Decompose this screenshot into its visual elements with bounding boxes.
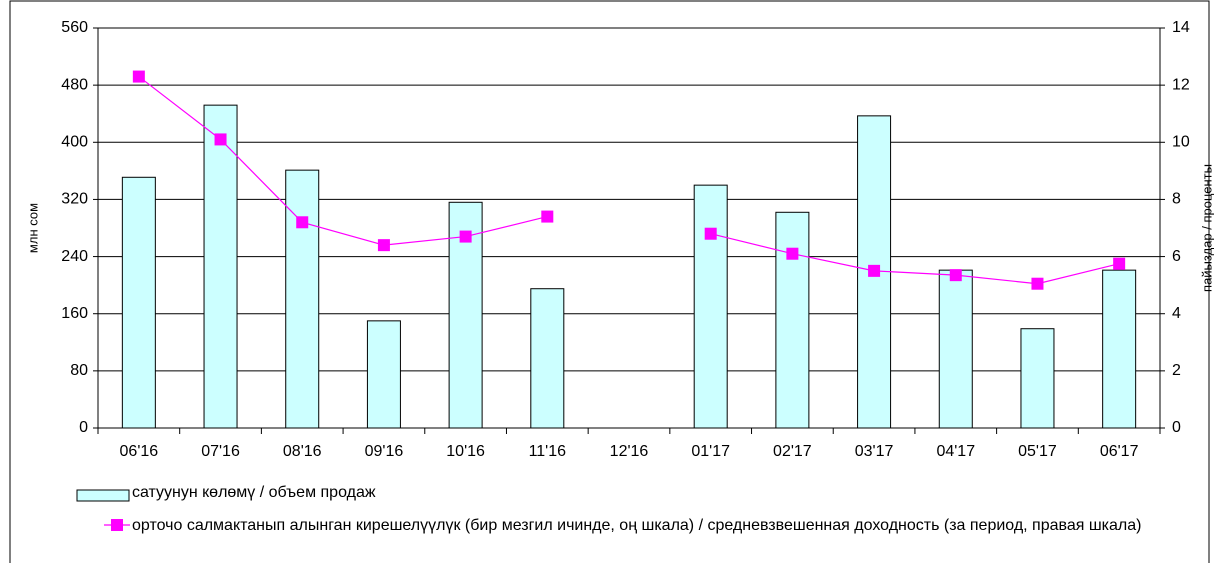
x-tick-label: 05'17 [1018,443,1057,460]
marker [296,216,309,229]
marker [459,230,472,243]
marker [541,210,554,223]
line [138,76,1120,285]
bar [121,176,156,429]
frame [9,0,1210,563]
y-tick-label: 80 [70,362,88,379]
y-tick-label: 240 [61,248,88,265]
y-tick-label: 0 [79,419,88,436]
bar [938,269,973,429]
marker [1031,277,1044,290]
bar [1020,328,1055,429]
y-tick-label: 160 [61,305,88,322]
x-tick-label: 06'16 [120,443,159,460]
y-tick-label: 400 [61,134,88,151]
y2-tick-label: 8 [1172,191,1181,208]
legend-line-label: орточо салмактанып алынган кирешелүүлүк … [132,517,1142,534]
y2-tick-label: 2 [1172,362,1181,379]
y2-tick-label: 4 [1172,305,1181,322]
bar [530,288,565,429]
y-tick-label: 560 [61,19,88,36]
marker [1113,257,1126,270]
legend-bar-label: сатуунун көлөмү / объем продаж [132,484,376,501]
y2-tick-label: 12 [1172,76,1190,93]
x-tick-label: 11'16 [529,443,567,460]
marker [949,269,962,282]
bar [285,169,320,429]
marker [132,70,145,83]
marker [786,247,799,260]
x-tick-label: 02'17 [773,443,812,460]
legend-swatch-bar [76,489,130,502]
legend-swatch-marker [111,519,123,531]
y-tick-label: 320 [61,191,88,208]
y2-tick-label: 10 [1172,134,1190,151]
marker [377,239,390,252]
y-axis-label: млн сом [25,203,40,253]
x-tick-label: 09'16 [365,443,404,460]
x-tick-label: 01'17 [691,443,730,460]
x-tick-label: 06'17 [1100,443,1139,460]
y2-axis-label: пайыздар / проценты [1199,164,1214,292]
x-tick-label: 12'16 [610,443,649,460]
bar [1102,269,1137,429]
x-tick-label: 10'16 [446,443,485,460]
bar [775,211,810,429]
x-tick-label: 04'17 [936,443,975,460]
marker [704,227,717,240]
x-tick-label: 07'16 [201,443,240,460]
x-tick-label: 08'16 [283,443,322,460]
bar [366,320,401,429]
x-tick-label: 03'17 [855,443,894,460]
marker [214,133,227,146]
bar [693,184,728,429]
y2-tick-label: 0 [1172,419,1181,436]
bar [203,104,238,429]
marker [868,264,881,277]
y2-tick-label: 6 [1172,248,1181,265]
y2-tick-label: 14 [1172,19,1190,36]
y-tick-label: 480 [61,76,88,93]
